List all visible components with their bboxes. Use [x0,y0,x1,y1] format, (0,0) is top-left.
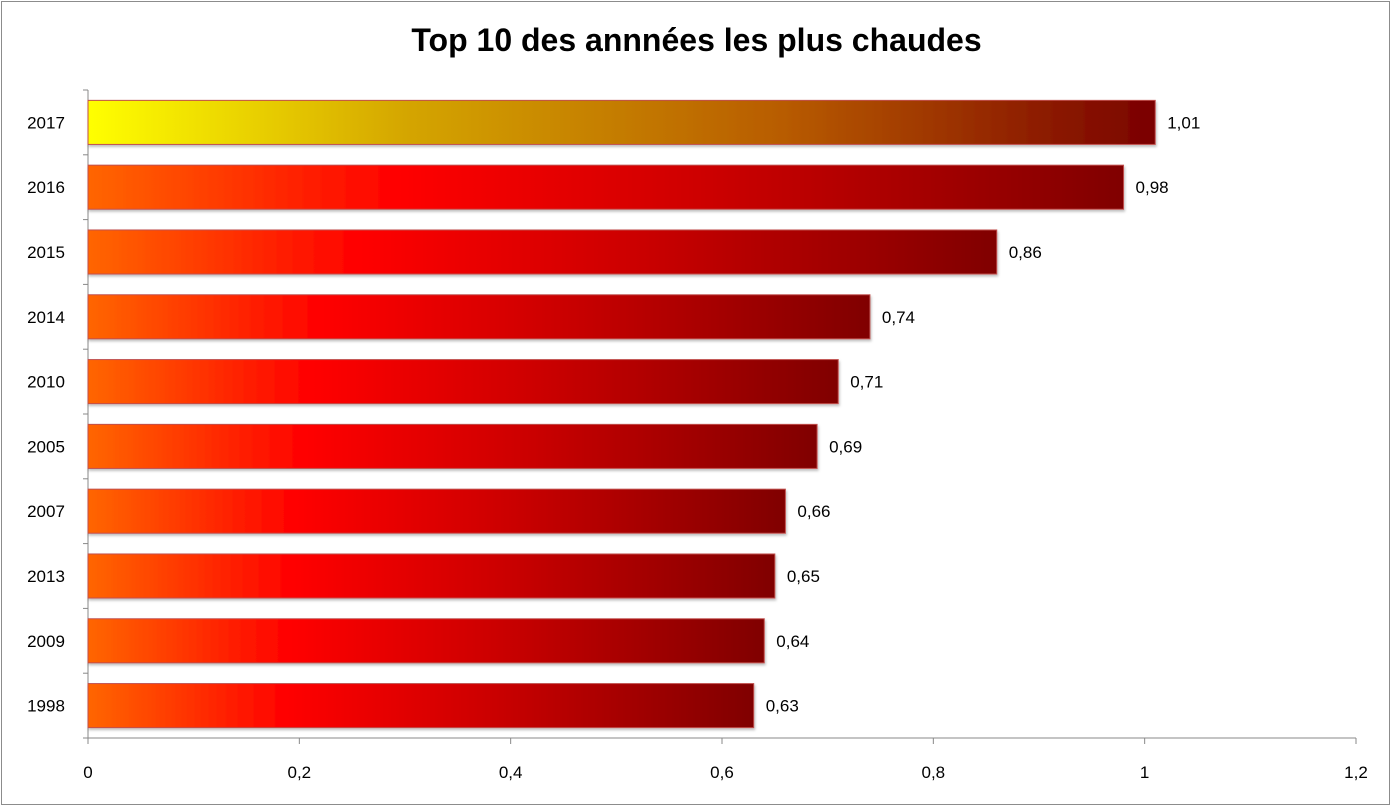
bar-2016 [87,164,1125,210]
x-tick-label: 1 [1140,763,1149,782]
x-tick-label: 0,8 [922,763,946,782]
data-label: 0,69 [829,437,862,456]
bar-2014 [87,294,871,340]
data-label: 0,65 [787,567,820,586]
bar-2009 [87,618,765,664]
data-label: 0,71 [850,373,883,392]
x-tick-label: 0 [83,763,92,782]
bar-2013 [87,553,776,599]
x-tick-label: 0,6 [710,763,734,782]
y-tick-label: 2015 [27,243,65,262]
data-label: 0,98 [1136,178,1169,197]
y-tick-label: 1998 [27,697,65,716]
bar-2015 [87,229,998,275]
y-tick-label: 2005 [27,437,65,456]
x-tick-label: 1,2 [1344,763,1368,782]
labels: 2017 1,01 2016 0,98 2015 0,86 2014 0,74 2010 0,71… [27,113,1200,715]
chart-title: Top 10 des annnées les plus chaudes [411,22,982,58]
data-label: 0,74 [882,308,915,327]
data-label: 0,86 [1009,243,1042,262]
data-label: 1,01 [1167,113,1200,132]
data-label: 0,66 [797,502,830,521]
bar-1998 [87,683,755,729]
y-tick-label: 2009 [27,632,65,651]
bar-2010 [87,359,839,405]
y-tick-label: 2013 [27,567,65,586]
x-tick-label: 0,4 [499,763,523,782]
data-label: 0,64 [776,632,809,651]
y-tick-label: 2007 [27,502,65,521]
y-tick-label: 2017 [27,113,65,132]
bar-2007 [87,488,786,534]
data-label: 0,63 [766,697,799,716]
bar-2017 [87,99,1156,145]
x-tick-label: 0,2 [288,763,312,782]
y-tick-label: 2016 [27,178,65,197]
bar-2005 [87,423,818,469]
y-tick-label: 2014 [27,308,65,327]
y-tick-label: 2010 [27,373,65,392]
axes: 0 0,2 0,4 0,6 0,8 1 1,2 [83,89,1368,782]
bars [87,99,1156,729]
